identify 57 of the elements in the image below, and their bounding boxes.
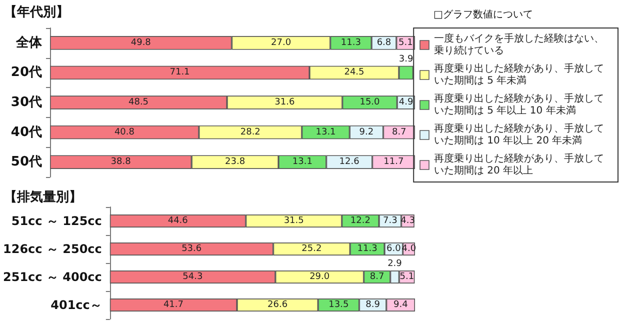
- y-tick-label: 251cc ～ 400cc: [3, 270, 102, 284]
- data-label: 54.3: [182, 272, 203, 282]
- y-tick-label: 20代: [10, 65, 42, 80]
- data-label: 15.0: [360, 98, 380, 108]
- y-tick-label: 全体: [15, 35, 43, 50]
- y-tick-label: 40代: [10, 124, 42, 140]
- data-label: 41.7: [163, 300, 184, 310]
- data-label: 31.5: [284, 216, 304, 226]
- legend-label: 一度もバイクを手放した経験はない、乗り続けている: [434, 32, 604, 56]
- data-label: 26.6: [268, 300, 288, 310]
- data-label: 6.0: [386, 244, 402, 254]
- y-tick-label: 50代: [10, 154, 42, 170]
- data-label: 5.1: [400, 272, 414, 282]
- chart-title: 【年代別】: [4, 4, 69, 20]
- data-label: 3.9: [398, 54, 414, 64]
- data-label: 7.3: [382, 216, 398, 226]
- data-label: 53.6: [182, 244, 202, 254]
- y-tick-label: 401cc～: [50, 298, 102, 312]
- data-label: 11.3: [357, 244, 378, 254]
- data-label: 13.1: [316, 127, 336, 138]
- chart-title: 【排気量別】: [4, 189, 82, 205]
- data-label: 49.8: [130, 38, 152, 48]
- data-label: 4.9: [398, 98, 414, 108]
- data-label: 29.0: [310, 272, 330, 282]
- data-label: 12.6: [339, 157, 360, 168]
- legend-label: 再度乗り出した経験があり、手放していた期間は 20 年以上: [434, 152, 604, 176]
- data-label: 23.8: [225, 157, 246, 168]
- data-label: 11.7: [384, 157, 404, 168]
- data-label: 5.1: [398, 38, 413, 48]
- y-tick-label: 30代: [10, 95, 42, 110]
- legend-label: 再度乗り出した経験があり、手放していた期間は 10 年以上 20 年未満: [434, 122, 604, 146]
- data-label: 9.2: [359, 127, 374, 138]
- legend-label: 再度乗り出した経験があり、手放していた期間は 5 年未満: [434, 62, 604, 86]
- data-label: 27.0: [271, 38, 292, 48]
- data-label: 12.2: [350, 216, 370, 226]
- data-label: 40.8: [114, 127, 135, 138]
- y-tick-label: 126cc ～ 250cc: [3, 242, 102, 256]
- data-label: 9.4: [394, 300, 408, 310]
- data-label: 8.9: [366, 300, 380, 310]
- data-label: 8.7: [392, 127, 406, 138]
- data-label: 44.6: [168, 216, 188, 226]
- data-label: 71.1: [170, 68, 190, 78]
- y-tick-label: 51cc ～ 125cc: [11, 214, 102, 228]
- data-label: 25.2: [302, 244, 322, 254]
- data-label: 28.2: [240, 127, 260, 138]
- data-label: 6.8: [376, 38, 392, 48]
- data-label: 31.6: [274, 98, 295, 108]
- data-label: 24.5: [344, 68, 364, 78]
- data-label: 8.7: [370, 272, 384, 282]
- data-label: 13.5: [328, 300, 349, 310]
- data-label: 2.9: [388, 259, 402, 270]
- data-label: 38.8: [110, 157, 132, 168]
- legend-title: □グラフ数値について: [434, 8, 534, 20]
- data-label: 11.3: [340, 38, 361, 48]
- data-label: 48.5: [128, 98, 149, 108]
- data-label: 13.1: [292, 157, 312, 168]
- legend-label: 再度乗り出した経験があり、手放していた期間は 5 年以上 10 年未満: [434, 92, 604, 116]
